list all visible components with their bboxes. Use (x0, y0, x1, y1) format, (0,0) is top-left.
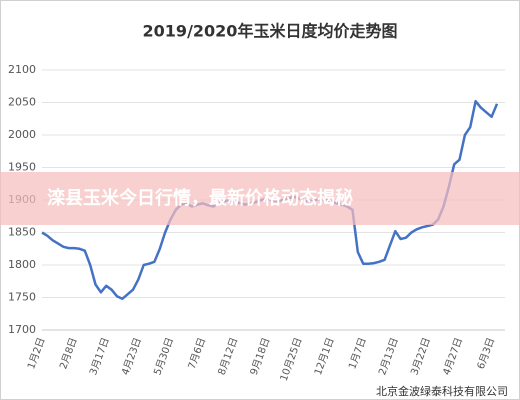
y-tick-label: 2100 (8, 63, 36, 76)
y-tick-label: 2000 (8, 128, 36, 141)
banner-text: 滦县玉米今日行情，最新价格动态揭秘 (47, 187, 353, 209)
y-tick-label: 2050 (8, 96, 36, 109)
source: 北京金波绿泰科技有限公司 (376, 384, 508, 398)
y-tick-label: 1800 (8, 258, 36, 271)
y-tick-label: 1700 (8, 323, 36, 336)
chart-title: 2019/2020年玉米日度均价走势图 (143, 22, 398, 41)
banner-band (0, 172, 520, 225)
y-tick-label: 1750 (8, 291, 36, 304)
y-tick-label: 1850 (8, 226, 36, 239)
y-tick-label: 1950 (8, 161, 36, 174)
